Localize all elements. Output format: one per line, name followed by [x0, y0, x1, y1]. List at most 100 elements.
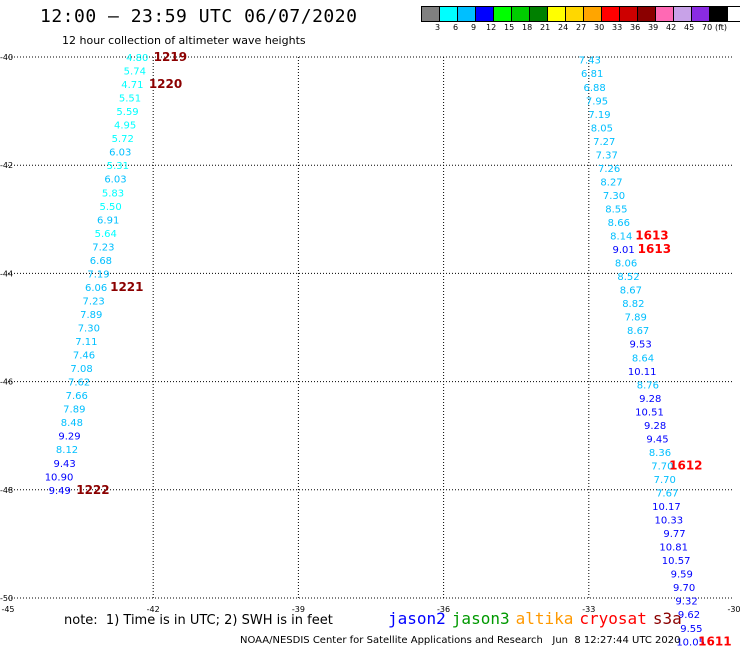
legend-swatch	[458, 7, 476, 21]
wave-height-value: 7.27	[593, 137, 615, 148]
x-tick-label: -42	[147, 605, 160, 614]
y-tick-label: -44	[0, 269, 13, 278]
wave-height-value: 8.76	[637, 380, 659, 391]
wave-height-value: 9.55	[680, 624, 702, 635]
satellite-label: jason2	[388, 609, 446, 628]
legend-label: 24	[558, 23, 569, 32]
legend-label: 36	[630, 23, 641, 32]
legend-label: 33	[612, 23, 623, 32]
wave-height-value: 7.19	[588, 110, 610, 121]
legend-swatch	[638, 7, 656, 21]
wave-height-value: 9.43	[53, 459, 75, 470]
wave-height-value: 10.33	[655, 516, 684, 527]
legend-swatch	[512, 7, 530, 21]
wave-height-value: 10.17	[652, 502, 681, 513]
legend-swatch	[674, 7, 692, 21]
wave-height-value: 4.71	[121, 80, 143, 91]
legend-label: 3	[435, 23, 441, 32]
wave-height-value: 10.51	[635, 407, 664, 418]
wave-height-value: 5.50	[99, 202, 121, 213]
satellite-label: altika	[515, 609, 574, 628]
wave-height-value: 6.06	[85, 283, 107, 294]
wave-height-value: 8.12	[56, 445, 78, 456]
time-label: 1613	[635, 229, 668, 243]
note-text: note: 1) Time is in UTC; 2) SWH is in fe…	[64, 613, 333, 628]
wave-height-value: 5.31	[107, 161, 129, 172]
y-tick-label: -40	[0, 53, 13, 62]
wave-height-value: 7.89	[63, 405, 85, 416]
wave-height-value: 7.37	[596, 150, 618, 161]
wave-height-value: 9.29	[58, 432, 80, 443]
wave-height-value: 9.70	[673, 583, 695, 594]
wave-height-value: 5.59	[116, 107, 138, 118]
legend-label: (ft)	[715, 23, 728, 32]
wave-height-value: 9.01	[613, 245, 635, 256]
time-label: 1612	[669, 458, 702, 472]
legend-label: 18	[522, 23, 533, 32]
wave-height-value: 7.70	[651, 461, 673, 472]
wave-height-value: 8.48	[61, 418, 83, 429]
legend-swatch	[602, 7, 620, 21]
wave-height-value: 6.68	[90, 256, 112, 267]
wave-height-value: 10.57	[662, 556, 691, 567]
wave-height-value: 8.36	[649, 448, 671, 459]
wave-height-value: 9.32	[675, 597, 697, 608]
page-title: 12:00 – 23:59 UTC 06/07/2020	[40, 6, 358, 27]
color-legend: 3 6 9 12 15 18 21 24 27 30 33 36 39 42 45 70 (ft)	[421, 6, 740, 34]
wave-height-value: 7.30	[78, 324, 100, 335]
x-tick-label: -30	[727, 605, 740, 614]
wave-height-value: 9.59	[671, 570, 693, 581]
wave-height-value: 8.66	[608, 218, 630, 229]
legend-label: 12	[486, 23, 497, 32]
wave-height-value: 8.64	[632, 353, 654, 364]
wave-height-value: 7.11	[75, 337, 97, 348]
wave-height-value: 7.89	[625, 313, 647, 324]
wave-height-value: 6.03	[104, 175, 126, 186]
wave-height-value: 5.51	[119, 94, 141, 105]
wave-height-value: 8.67	[627, 326, 649, 337]
legend-swatch	[710, 7, 728, 21]
satellite-legend: jason2 jason3 altika cryosat s3a	[388, 609, 688, 628]
x-tick-label: -45	[1, 605, 14, 614]
time-label: 1220	[149, 77, 182, 91]
legend-label: 9	[471, 23, 477, 32]
wave-height-value: 9.77	[663, 529, 685, 540]
wave-height-value: 9.28	[639, 394, 661, 405]
legend-swatch	[422, 7, 440, 21]
legend-swatches	[421, 6, 740, 22]
y-tick-label: -42	[0, 161, 13, 170]
wave-height-value: 7.70	[654, 475, 676, 486]
wave-height-value: 8.55	[605, 204, 627, 215]
wave-height-value: 10.90	[45, 472, 74, 483]
wave-height-value: 4.95	[114, 121, 136, 132]
x-tick-label: -33	[582, 605, 595, 614]
legend-swatch	[566, 7, 584, 21]
legend-swatch	[476, 7, 494, 21]
wave-height-value: 7.23	[92, 242, 114, 253]
wave-height-value: 10.05	[676, 637, 705, 648]
wave-height-value: 10.81	[659, 543, 688, 554]
wave-height-value: 8.27	[600, 177, 622, 188]
wave-height-value: 9.45	[646, 434, 668, 445]
legend-label: 42	[666, 23, 677, 32]
wave-height-value: 7.89	[80, 310, 102, 321]
legend-swatch	[692, 7, 710, 21]
wave-height-value: 7.43	[579, 56, 601, 67]
wave-height-value: 6.03	[109, 148, 131, 159]
legend-swatch	[584, 7, 602, 21]
legend-label: 21	[540, 23, 551, 32]
legend-label: 39	[648, 23, 659, 32]
legend-swatch	[548, 7, 566, 21]
wave-height-value: 7.08	[70, 364, 92, 375]
legend-swatch	[620, 7, 638, 21]
wave-height-value: 7.62	[68, 378, 90, 389]
wave-height-value: 7.30	[603, 191, 625, 202]
legend-labels: 3 6 9 12 15 18 21 24 27 30 33 36 39 42 45 70 (ft)	[421, 22, 740, 34]
wave-height-value: 8.82	[622, 299, 644, 310]
y-tick-label: -50	[0, 594, 13, 603]
page-subtitle: 12 hour collection of altimeter wave hei…	[62, 34, 306, 47]
wave-height-value: 8.06	[615, 259, 637, 270]
legend-label: 6	[453, 23, 459, 32]
